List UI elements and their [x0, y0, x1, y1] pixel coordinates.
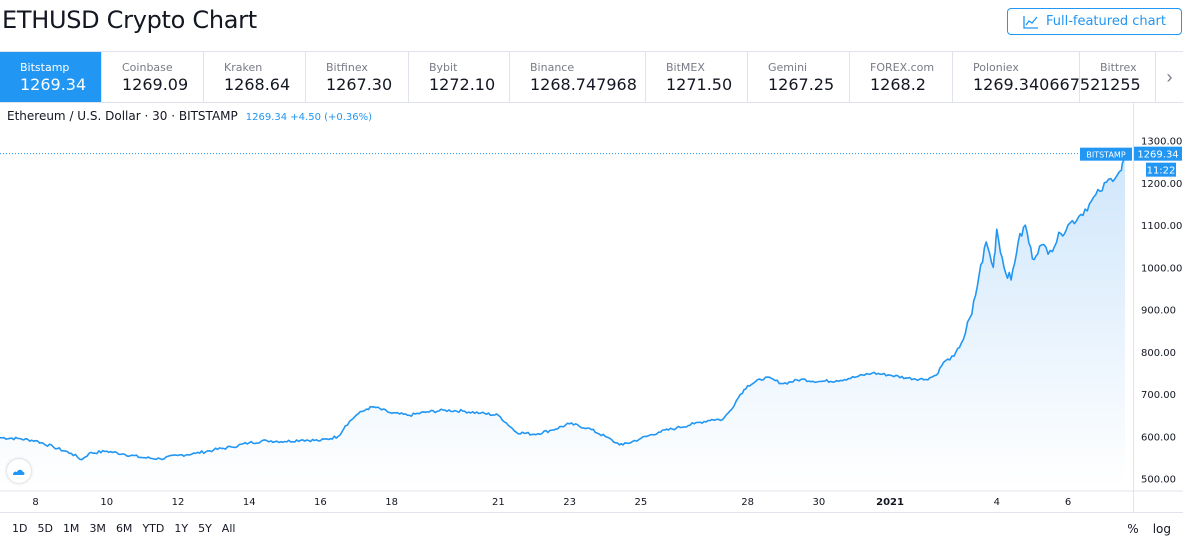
- tab-kraken[interactable]: Kraken 1268.64: [204, 52, 306, 102]
- log-scale-toggle[interactable]: log: [1152, 522, 1171, 536]
- exchange-tabs: Bitstamp 1269.34 Coinbase 1269.09 Kraken 1268…: [0, 51, 1183, 103]
- tab-exchange-name: FOREX.com: [870, 61, 935, 74]
- range-button-6m[interactable]: 6M: [115, 522, 133, 535]
- tabs-scroll-right-button[interactable]: ›: [1155, 52, 1183, 102]
- tab-price: 1268.747968: [530, 75, 637, 94]
- bottom-toolbar: 1D 5D 1M 3M 6M YTD 1Y 5Y All % log: [0, 512, 1183, 546]
- page-header: ETHUSD Crypto Chart Full-featured chart: [0, 0, 1183, 50]
- tradingview-logo-icon: [13, 469, 25, 475]
- x-tick-label: 18: [385, 497, 398, 508]
- x-tick-label: 8: [32, 497, 38, 508]
- x-tick-label: 6: [1065, 497, 1071, 508]
- legend-symbol: Ethereum / U.S. Dollar · 30 · BITSTAMP: [7, 109, 238, 123]
- y-tick-label: 1300.00: [1141, 137, 1182, 148]
- range-button-1d[interactable]: 1D: [12, 522, 28, 535]
- full-featured-chart-button[interactable]: Full-featured chart: [1007, 8, 1182, 35]
- x-tick-label: 30: [812, 497, 825, 508]
- tab-bitfinex[interactable]: Bitfinex 1267.30: [306, 52, 409, 102]
- tab-price: 1272.10: [429, 75, 496, 94]
- tab-coinbase[interactable]: Coinbase 1269.09: [102, 52, 204, 102]
- x-tick-label: 16: [314, 497, 327, 508]
- tab-exchange-name: Coinbase: [122, 61, 173, 74]
- x-tick-label: 10: [100, 497, 113, 508]
- tab-exchange-name: Bitstamp: [20, 61, 70, 74]
- y-tick-label: 900.00: [1141, 306, 1176, 317]
- tab-price: 1268.64: [224, 75, 291, 94]
- legend-value: 1269.34 +4.50 (+0.36%): [245, 112, 373, 123]
- price-area: [0, 153, 1125, 488]
- exchange-price-label: BITSTAMP: [1086, 151, 1125, 160]
- range-selector: 1D 5D 1M 3M 6M YTD 1Y 5Y All: [12, 522, 245, 535]
- tab-exchange-name: Kraken: [224, 61, 263, 74]
- y-tick-label: 700.00: [1141, 390, 1176, 401]
- price-chart[interactable]: 500.00 600.00 700.00 800.00 900.00 1000.00 110…: [0, 130, 1183, 510]
- tab-bitstamp[interactable]: Bitstamp 1269.34: [0, 52, 102, 102]
- tab-price: 1269.09: [122, 75, 189, 94]
- tab-exchange-name: BitMEX: [666, 61, 705, 74]
- y-tick-label: 1000.00: [1141, 263, 1182, 274]
- tab-exchange-name: Bybit: [429, 61, 458, 74]
- chart-svg[interactable]: 500.00 600.00 700.00 800.00 900.00 1000.00 110…: [0, 130, 1183, 510]
- range-button-5y[interactable]: 5Y: [198, 522, 212, 535]
- x-tick-label: 12: [172, 497, 185, 508]
- x-tick-label: 2021: [876, 497, 904, 508]
- countdown-label: 11:22: [1147, 166, 1176, 177]
- full-featured-chart-label: Full-featured chart: [1045, 14, 1167, 29]
- exchange-label-bg: [1080, 147, 1132, 161]
- y-tick-label: 1100.00: [1141, 221, 1182, 232]
- percent-scale-toggle[interactable]: %: [1127, 522, 1139, 536]
- price-scale-divider: [1133, 103, 1134, 512]
- price-line[interactable]: [0, 153, 1126, 461]
- last-price-label: 1269.34: [1137, 150, 1178, 161]
- x-tick-label: 21: [492, 497, 505, 508]
- tab-binance[interactable]: Binance 1268.747968: [510, 52, 646, 102]
- range-button-ytd[interactable]: YTD: [142, 522, 165, 535]
- range-button-5d[interactable]: 5D: [37, 522, 53, 535]
- tab-bitmex[interactable]: BitMEX 1271.50: [646, 52, 748, 102]
- chevron-right-icon: ›: [1166, 66, 1173, 87]
- tab-exchange-name: Bitfinex: [326, 61, 368, 74]
- x-tick-label: 14: [243, 497, 256, 508]
- tab-exchange-name: Binance: [530, 61, 575, 74]
- tab-price: 1269.34066752: [973, 75, 1101, 94]
- tab-price: 1271.50: [666, 75, 733, 94]
- tab-price: 1267.30: [326, 75, 393, 94]
- x-tick-label: 23: [563, 497, 576, 508]
- x-tick-label: 4: [994, 497, 1000, 508]
- countdown-label-bg: [1146, 162, 1176, 177]
- x-tick-label: 25: [634, 497, 647, 508]
- tab-exchange-name: Bittrex: [1100, 61, 1137, 74]
- range-button-all[interactable]: All: [221, 522, 236, 535]
- tab-gemini[interactable]: Gemini 1267.25: [748, 52, 850, 102]
- page-title: ETHUSD Crypto Chart: [2, 6, 257, 34]
- x-tick-label: 28: [741, 497, 754, 508]
- last-price-label-bg: [1134, 146, 1182, 161]
- tab-bittrex[interactable]: Bittrex 1255: [1080, 52, 1183, 102]
- tab-price: 1268.2: [870, 75, 926, 94]
- tab-bybit[interactable]: Bybit 1272.10: [409, 52, 510, 102]
- y-tick-label: 800.00: [1141, 348, 1176, 359]
- range-button-1m[interactable]: 1M: [62, 522, 80, 535]
- tab-poloniex[interactable]: Poloniex 1269.34066752: [953, 52, 1101, 102]
- tab-price: 1255: [1100, 75, 1141, 94]
- tab-price: 1269.34: [20, 75, 87, 94]
- tab-exchange-name: Poloniex: [973, 61, 1019, 74]
- scale-toggles: % log: [1127, 522, 1171, 536]
- range-button-1y[interactable]: 1Y: [174, 522, 189, 535]
- range-button-3m[interactable]: 3M: [89, 522, 106, 535]
- tab-forex-com[interactable]: FOREX.com 1268.2: [850, 52, 953, 102]
- y-tick-label: 600.00: [1141, 432, 1176, 443]
- y-tick-label: 1200.00: [1141, 179, 1182, 190]
- chart-legend: Ethereum / U.S. Dollar · 30 · BITSTAMP 1…: [7, 109, 372, 123]
- tab-price: 1267.25: [768, 75, 835, 94]
- y-tick-label: 500.00: [1141, 475, 1176, 486]
- tab-exchange-name: Gemini: [768, 61, 808, 74]
- tradingview-cloud-icon[interactable]: [7, 459, 31, 483]
- chart-line-icon: [1023, 15, 1038, 29]
